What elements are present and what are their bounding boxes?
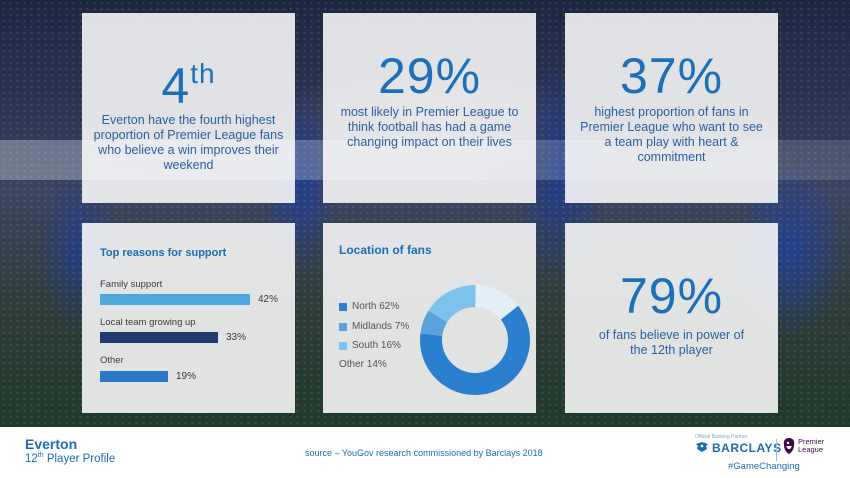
reason-label: Local team growing up (100, 317, 196, 328)
reason-pct: 42% (258, 294, 279, 305)
logo-divider (776, 439, 777, 461)
reason-bar-other (100, 371, 168, 382)
premier-league-lion-icon (783, 438, 795, 454)
stat-value: 4th (161, 58, 216, 114)
profile-subtitle: 12th Player Profile (25, 452, 116, 465)
location-donut-chart (420, 285, 530, 395)
legend-swatch (339, 302, 347, 311)
stat-value: 29% (377, 48, 482, 104)
barclays-logo-text: BARCLAYS (712, 441, 782, 455)
stat-value-suffix: th (190, 58, 216, 89)
stat-description: highest proportion of fans in Premier Le… (580, 105, 763, 164)
reason-pct: 33% (226, 332, 247, 343)
source-note: source – YouGov research commissioned by… (305, 448, 543, 458)
reasons-title: Top reasons for support (100, 247, 227, 259)
premier-league-logo-text: Premier League (798, 437, 825, 454)
reason-label: Other (100, 355, 124, 366)
location-panel: Location of fans North 62% Midlands 7% S… (323, 223, 536, 413)
donut-slice-north (420, 305, 530, 395)
legend-label: North 62% (352, 301, 400, 312)
stat-panel-29: 29% most likely in Premier League to thi… (323, 13, 536, 203)
stat-panel-fourth: 4th Everton have the fourth highest prop… (82, 13, 295, 203)
stat-description: Everton have the fourth highest proporti… (93, 113, 284, 172)
donut-slice-midlands (420, 310, 448, 336)
location-title: Location of fans (339, 243, 432, 257)
legend-swatch (339, 322, 347, 331)
donut-slice-south (428, 285, 476, 323)
legend-label: Other 14% (339, 359, 387, 370)
stat-description: of fans believe in power of the 12th pla… (598, 328, 745, 357)
legend-label: South 16% (352, 340, 401, 351)
legend-label: Midlands 7% (352, 321, 410, 332)
legend-item-south: South 16% (339, 340, 401, 351)
reason-pct: 19% (176, 371, 197, 382)
legend-swatch (339, 341, 347, 350)
reasons-panel: Top reasons for support Family support 4… (82, 223, 295, 413)
legend-item-north: North 62% (339, 301, 399, 312)
barclays-eagle-icon (696, 442, 708, 452)
reason-bar-family-support (100, 294, 250, 305)
reason-bar-local-team (100, 332, 218, 343)
legend-item-other: Other 14% (339, 359, 387, 370)
stat-panel-79: 79% of fans believe in power of the 12th… (565, 223, 778, 413)
hashtag: #GameChanging (728, 461, 800, 472)
stat-value: 37% (619, 48, 724, 104)
footer: Everton 12th Player Profile source – You… (0, 427, 850, 478)
donut-slice-other (475, 285, 519, 320)
legend-item-midlands: Midlands 7% (339, 321, 409, 332)
stat-description: most likely in Premier League to think f… (340, 105, 519, 149)
club-name: Everton (25, 436, 78, 452)
reason-label: Family support (100, 279, 163, 290)
stat-panel-37: 37% highest proportion of fans in Premie… (565, 13, 778, 203)
partner-label: Official Banking Partner (695, 434, 748, 440)
stat-value: 79% (619, 268, 724, 324)
